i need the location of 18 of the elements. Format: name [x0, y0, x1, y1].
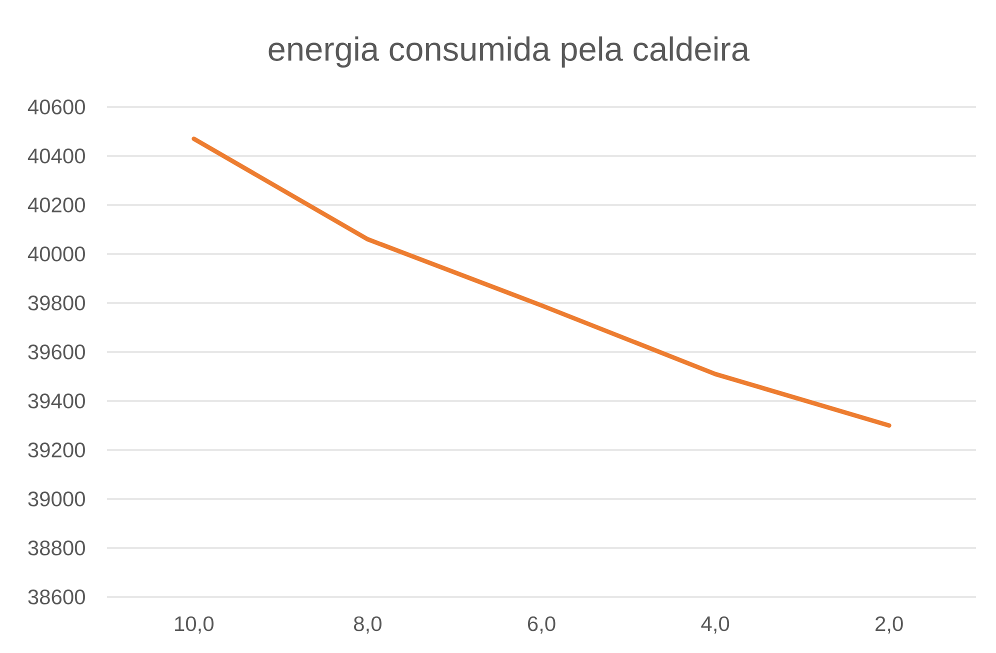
- y-tick-label: 39000: [28, 492, 85, 506]
- y-tick-label: 40400: [28, 148, 85, 164]
- y-tick-label: 38600: [28, 590, 85, 604]
- y-tick-label: 39600: [28, 344, 85, 360]
- y-tick-label: 39400: [28, 394, 85, 408]
- x-tick-label: 2,0: [876, 616, 903, 634]
- y-tick-label: 39200: [28, 442, 85, 458]
- x-tick-label: 6,0: [528, 616, 556, 634]
- y-tick-label: 39800: [28, 296, 85, 310]
- chart-title: energia consumida pela caldeira: [268, 36, 750, 68]
- x-tick-label: 4,0: [701, 616, 730, 634]
- y-tick-label: 40600: [28, 100, 85, 114]
- line-series: [192, 136, 892, 428]
- y-tick-label: 40000: [28, 246, 85, 262]
- y-tick-label: 40200: [28, 198, 85, 212]
- x-tick-label: 10,0: [175, 616, 214, 634]
- y-tick-label: 38800: [28, 540, 85, 556]
- x-tick-label: 8,0: [354, 616, 382, 634]
